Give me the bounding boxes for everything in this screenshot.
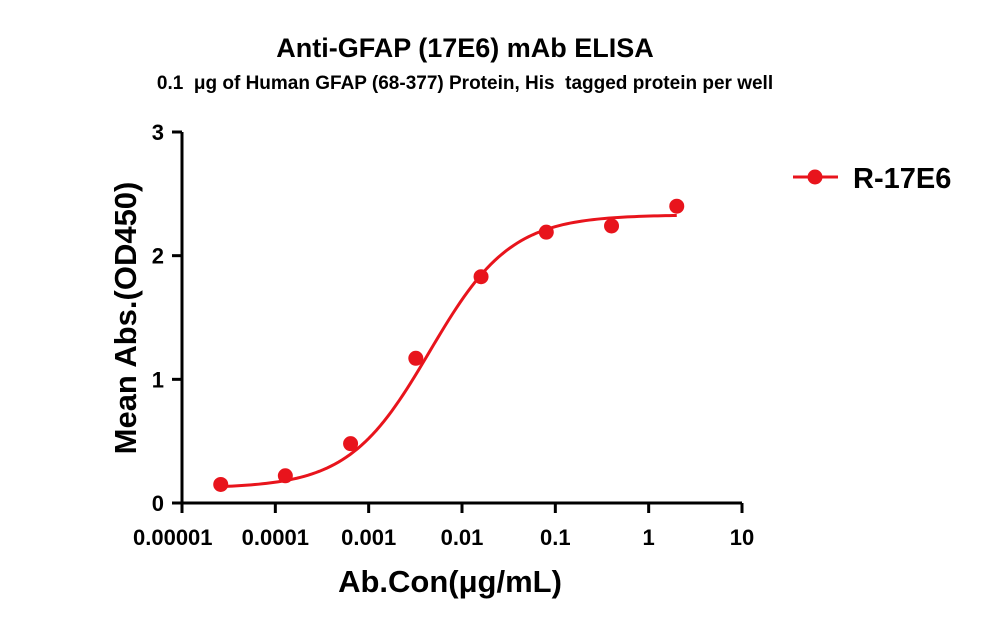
chart-title: Anti-GFAP (17E6) mAb ELISA xyxy=(276,33,654,63)
data-point xyxy=(408,350,424,366)
data-point xyxy=(538,224,554,240)
y-tick-label: 2 xyxy=(152,244,164,269)
legend: R-17E6 xyxy=(793,163,951,195)
y-tick-label: 1 xyxy=(152,367,164,392)
data-points xyxy=(213,198,685,492)
data-point xyxy=(669,198,685,214)
data-point xyxy=(473,269,489,285)
y-axis-label: Mean Abs.(OD450) xyxy=(108,182,143,455)
data-point xyxy=(343,436,359,452)
x-tick-label: 1 xyxy=(643,525,655,550)
y-tick-label: 0 xyxy=(152,491,164,516)
y-axis-ticks: 0 1 2 3 xyxy=(152,120,182,516)
x-tick-label: 10 xyxy=(730,525,754,550)
data-point xyxy=(277,468,293,484)
legend-marker xyxy=(807,169,823,185)
x-tick-label: 0.0001 xyxy=(242,525,309,550)
x-tick-label: 0.001 xyxy=(341,525,396,550)
data-point xyxy=(213,476,229,492)
x-axis-label: Ab.Con(μg/mL) xyxy=(338,564,562,599)
x-tick-label: 0.00001 xyxy=(133,525,213,550)
x-tick-label: 0.01 xyxy=(441,525,484,550)
y-tick-label: 3 xyxy=(152,120,164,145)
data-point xyxy=(604,218,620,234)
x-axis-ticks: 0.00001 0.0001 0.001 0.01 0.1 1 10 xyxy=(133,503,754,550)
chart-subtitle: 0.1 μg of Human GFAP (68-377) Protein, H… xyxy=(157,73,773,94)
x-tick-label: 0.1 xyxy=(540,525,571,550)
legend-label: R-17E6 xyxy=(853,163,951,195)
fit-curve-r-17e6 xyxy=(220,213,677,489)
